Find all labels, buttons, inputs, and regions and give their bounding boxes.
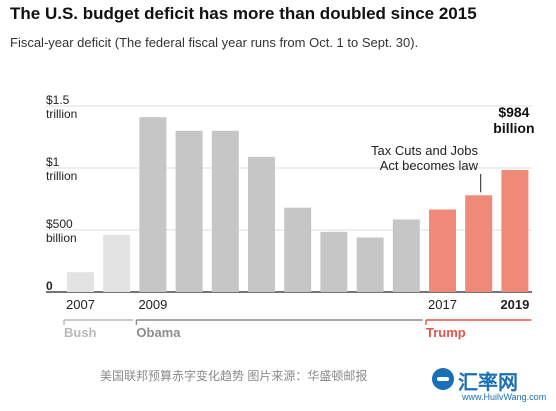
watermark: 汇率网 www.HuilvWang.com [432,366,554,410]
y-tick-label: 0 [46,279,53,293]
annotation-tax-line1: Tax Cuts and Jobs [371,143,478,158]
x-tick-label: 2007 [66,297,95,312]
chart-title: The U.S. budget deficit has more than do… [10,4,477,23]
watermark-name: 汇率网 [458,370,518,394]
chart-subtitle: Fiscal-year deficit (The federal fiscal … [10,35,419,50]
y-tick-label: $500 [46,217,73,231]
bar [103,234,131,292]
bar [392,219,420,292]
x-tick-label: 2019 [500,297,529,312]
y-tick-label: billion [46,231,77,245]
bar [211,130,239,292]
bar [175,130,203,292]
y-tick-label: $1.5 [46,93,70,107]
bar [320,231,348,292]
bar [501,169,529,292]
y-tick-label: $1 [46,155,60,169]
bar [139,117,167,292]
presidency-label: Obama [136,325,181,340]
bar [284,207,312,292]
bar [248,156,275,292]
annotation-2019-value: $984 [498,104,529,120]
y-tick-label: trillion [46,107,77,121]
presidency-label: Bush [64,325,97,340]
annotation-tax-line2: Act becomes law [380,158,479,173]
bar [67,272,94,292]
x-tick-label: 2009 [138,297,167,312]
image-caption: 美国联邦预算赤字变化趋势 图片来源：华盛顿邮报 [100,369,368,383]
watermark-logo-icon [432,368,454,390]
x-tick-label: 2017 [428,297,457,312]
annotation-2019-unit: billion [493,120,534,136]
presidency-label: Trump [426,325,466,340]
bar [429,209,456,292]
watermark-url: www.HuilvWang.com [462,392,547,402]
y-tick-label: trillion [46,169,77,183]
bar [356,237,384,292]
bar [465,195,493,292]
